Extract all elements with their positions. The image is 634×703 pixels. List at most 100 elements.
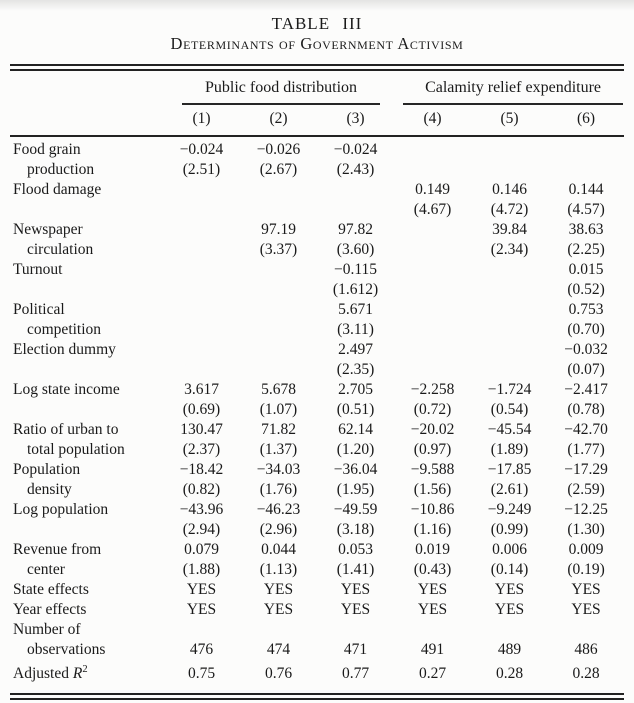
cell: (3.60) [336,241,375,258]
cell: 476 [189,641,214,658]
cell: −12.25 [564,501,608,518]
cell: 5.671 [338,301,373,318]
cell: YES [571,601,601,618]
cell: −49.59 [333,501,378,518]
cell: −18.42 [179,461,224,478]
cell: −9.588 [410,461,455,478]
cell: −36.04 [333,461,378,478]
table-row: production (2.51) (2.67) (2.43) [10,160,624,180]
row-label: density [27,481,72,498]
cell: 0.053 [338,541,373,558]
cell: (1.88) [182,561,221,578]
table-row: observations 476 474 471 491 489 486 [10,640,624,660]
cell [240,300,317,320]
cell: 0.019 [415,541,450,558]
cell [471,136,548,160]
cell: (3.18) [336,521,375,538]
cell [163,280,240,300]
cell: YES [494,581,525,598]
table-subtitle: Determinants of Government Activism [170,34,464,53]
cell [163,300,240,320]
cell: 3.617 [184,381,219,398]
row-label: Population [13,461,81,478]
cell [394,320,471,340]
cell [240,340,317,360]
table-row: Ratio of urban to 130.47 71.82 62.14 −20.02 −… [10,420,624,440]
cell: 0.015 [568,261,604,278]
cell: YES [186,601,217,618]
cell: (2.43) [336,161,375,178]
row-label: Log state income [13,381,120,398]
cell: 0.28 [495,665,524,683]
cell [394,300,471,320]
cell: YES [494,601,525,618]
table-row: Political 5.671 0.753 [10,300,624,320]
row-label [10,360,163,380]
cell [548,136,624,160]
cell: (2.37) [182,441,221,458]
cell [317,620,394,640]
cell [394,160,471,180]
cell: YES [263,581,294,598]
cell: (2.35) [336,361,375,378]
row-label: Year effects [13,601,87,618]
cell: 0.006 [492,541,527,558]
table-row: density (0.82) (1.76) (1.95) (1.56) (2.61) (2.… [10,480,624,500]
cell: 0.753 [568,301,604,318]
cell: −1.724 [487,381,532,398]
row-label: center [27,561,65,578]
row-label: Newspaper [13,221,83,238]
cell: (1.37) [259,441,298,458]
cell [394,260,471,280]
cell [471,320,548,340]
cell [240,320,317,340]
cell: (0.78) [567,401,605,418]
cell: (2.61) [490,481,529,498]
cell [471,260,548,280]
cell [394,360,471,380]
cell: −20.02 [410,421,455,438]
cell: (0.19) [567,561,605,578]
cell: (0.54) [490,401,529,418]
cell: (0.51) [336,401,375,418]
table-row: Newspaper 97.19 97.82 39.84 38.63 [10,220,624,240]
cell: 38.63 [568,221,604,238]
row-label: circulation [27,241,94,258]
cell: (0.69) [182,401,221,418]
cell [471,300,548,320]
cell [163,220,240,240]
row-label: Election dummy [13,341,116,358]
cell: (0.99) [490,521,529,538]
table-row: circulation (3.37) (3.60) (2.34) (2.25) [10,240,624,260]
cell: 0.28 [572,665,600,683]
table-row: (2.35) (0.07) [10,360,624,380]
column-header-2: (2) [240,105,317,137]
cell [471,620,548,640]
cell [163,320,240,340]
cell: YES [186,581,217,598]
cell [317,200,394,220]
cell: −46.23 [256,501,301,518]
cell: (2.34) [490,241,529,258]
table-row: (0.69) (1.07) (0.51) (0.72) (0.54) (0.78) [10,400,624,420]
cell: 0.76 [264,665,293,683]
cell: −2.258 [410,381,455,398]
double-rule-top [10,64,624,71]
row-label: Turnout [13,261,63,278]
cell [394,220,471,240]
cell [163,200,240,220]
cell [394,280,471,300]
cell [471,360,548,380]
cell: (1.13) [259,561,298,578]
column-group-calamity-relief: Calamity relief expenditure [394,71,624,105]
cell: 0.149 [415,181,450,198]
cell: (0.07) [567,361,605,378]
cell: 0.146 [492,181,527,198]
cell [163,180,240,200]
cell: 130.47 [180,421,223,438]
cell: −34.03 [256,461,301,478]
column-group-label: Calamity relief expenditure [403,71,624,105]
table-row: Turnout −0.115 0.015 [10,260,624,280]
row-label: Log population [13,501,109,518]
